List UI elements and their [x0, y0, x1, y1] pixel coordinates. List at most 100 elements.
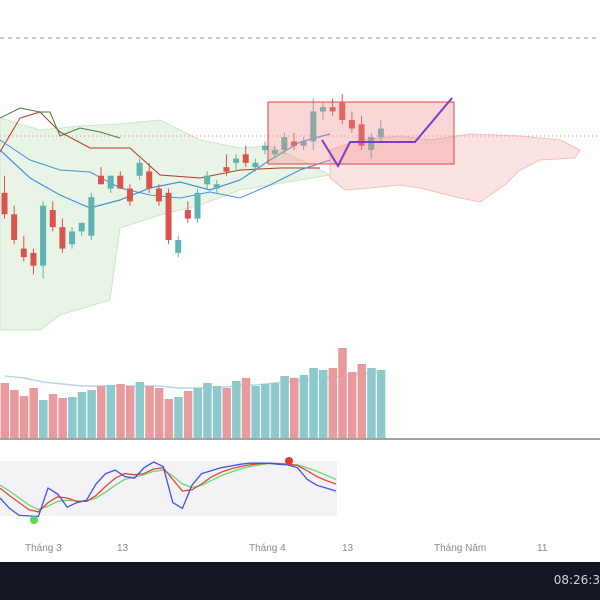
price-candle[interactable] — [78, 222, 85, 232]
chart-canvas[interactable] — [0, 0, 600, 562]
volume-bar[interactable] — [135, 382, 145, 438]
volume-bar[interactable] — [77, 392, 87, 438]
price-candle[interactable] — [194, 192, 201, 219]
price-candle[interactable] — [368, 137, 375, 150]
time-axis-label-13-april: 13 — [342, 543, 354, 554]
stochastic-low-marker — [30, 516, 38, 524]
time-axis-label-11-may: 11 — [537, 543, 548, 554]
status-bar: 08:26:3 — [0, 562, 600, 600]
volume-bar[interactable] — [203, 383, 212, 438]
time-axis-label-march: Tháng 3 — [25, 543, 62, 554]
price-candle[interactable] — [300, 141, 307, 146]
ichimoku-lagging-span — [0, 107, 121, 139]
clock: 08:26:3 — [553, 573, 600, 587]
volume-bar[interactable] — [376, 370, 386, 438]
volume-bar[interactable] — [116, 384, 125, 438]
price-candle[interactable] — [146, 171, 153, 189]
volume-bar[interactable] — [309, 368, 318, 438]
projection-line — [321, 97, 453, 169]
price-candle[interactable] — [339, 102, 346, 120]
volume-bar[interactable] — [280, 376, 289, 438]
volume-bar[interactable] — [125, 386, 135, 438]
price-candle[interactable] — [136, 162, 143, 176]
stochastic-k-line — [0, 461, 337, 518]
price-candle[interactable] — [117, 175, 124, 189]
volume-bar[interactable] — [222, 388, 231, 438]
volume-bar[interactable] — [338, 348, 347, 438]
volume-bar[interactable] — [232, 381, 241, 438]
volume-bar[interactable] — [48, 394, 58, 438]
price-candle[interactable] — [184, 210, 191, 219]
price-candle[interactable] — [98, 175, 104, 185]
volume-bar[interactable] — [10, 390, 19, 438]
price-candle[interactable] — [377, 128, 384, 138]
volume-bar[interactable] — [106, 385, 116, 438]
volume-bar[interactable] — [183, 391, 193, 438]
volume-bar[interactable] — [174, 397, 183, 438]
price-candle[interactable] — [20, 248, 27, 258]
volume-bar[interactable] — [318, 370, 328, 438]
price-candle[interactable] — [213, 184, 220, 189]
volume-bar[interactable] — [19, 396, 29, 438]
volume-bar[interactable] — [193, 388, 203, 438]
price-candle[interactable] — [233, 158, 240, 163]
ichimoku-base-line — [0, 111, 320, 179]
price-candle[interactable] — [223, 167, 230, 172]
price-candle[interactable] — [271, 150, 278, 155]
time-axis-label-april: Tháng 4 — [249, 543, 286, 554]
price-candle[interactable] — [11, 214, 18, 240]
price-candle[interactable] — [1, 192, 8, 215]
volume-bar[interactable] — [251, 386, 260, 438]
price-candle[interactable] — [107, 175, 114, 189]
stochastic-high-marker — [285, 457, 293, 465]
volume-bar[interactable] — [290, 378, 299, 438]
volume-bar[interactable] — [87, 390, 96, 438]
price-candle[interactable] — [165, 192, 172, 240]
volume-bar[interactable] — [68, 397, 77, 438]
ma-line-long — [0, 139, 331, 199]
time-axis-label-may: Tháng Năm — [434, 543, 487, 554]
price-candle[interactable] — [242, 154, 249, 163]
price-candle[interactable] — [291, 141, 297, 146]
price-candle[interactable] — [319, 107, 326, 112]
volume-bar[interactable] — [145, 386, 154, 438]
price-candle[interactable] — [281, 137, 288, 150]
volume-bar[interactable] — [357, 364, 367, 438]
volume-bar[interactable] — [58, 398, 67, 438]
volume-bar[interactable] — [328, 368, 338, 438]
highlight-box[interactable] — [267, 101, 455, 165]
price-candle[interactable] — [175, 240, 182, 253]
volume-bar[interactable] — [299, 375, 309, 438]
chart-area[interactable]: Tháng 3 13 Tháng 4 13 Tháng Năm 11 — [0, 0, 600, 562]
volume-bar[interactable] — [154, 388, 164, 438]
ichimoku-cloud-bearish — [329, 133, 581, 203]
price-candle[interactable] — [204, 175, 211, 185]
volume-bar[interactable] — [164, 399, 174, 438]
price-candle[interactable] — [252, 162, 259, 168]
price-candle[interactable] — [348, 120, 355, 129]
price-candle[interactable] — [30, 252, 37, 266]
volume-ma-line — [4, 371, 381, 389]
price-candle[interactable] — [155, 188, 162, 202]
volume-bar[interactable] — [367, 368, 376, 438]
price-candle[interactable] — [358, 124, 365, 146]
price-candle[interactable] — [262, 145, 269, 150]
price-candle[interactable] — [59, 227, 66, 249]
price-candle[interactable] — [88, 197, 95, 236]
volume-bar[interactable] — [0, 383, 10, 438]
price-candle[interactable] — [310, 111, 317, 142]
volume-bar[interactable] — [29, 388, 38, 438]
price-candle[interactable] — [126, 188, 133, 202]
price-candle[interactable] — [329, 107, 336, 112]
volume-bar[interactable] — [212, 386, 222, 438]
volume-bar[interactable] — [39, 400, 48, 438]
volume-bar[interactable] — [241, 378, 251, 438]
volume-bar[interactable] — [261, 384, 270, 438]
volume-bar[interactable] — [347, 372, 357, 438]
volume-bar[interactable] — [97, 386, 106, 438]
time-axis-label-13-march: 13 — [117, 543, 129, 554]
volume-bar[interactable] — [270, 383, 280, 438]
price-candle[interactable] — [40, 205, 47, 266]
price-candle[interactable] — [69, 231, 76, 245]
price-candle[interactable] — [49, 210, 56, 228]
